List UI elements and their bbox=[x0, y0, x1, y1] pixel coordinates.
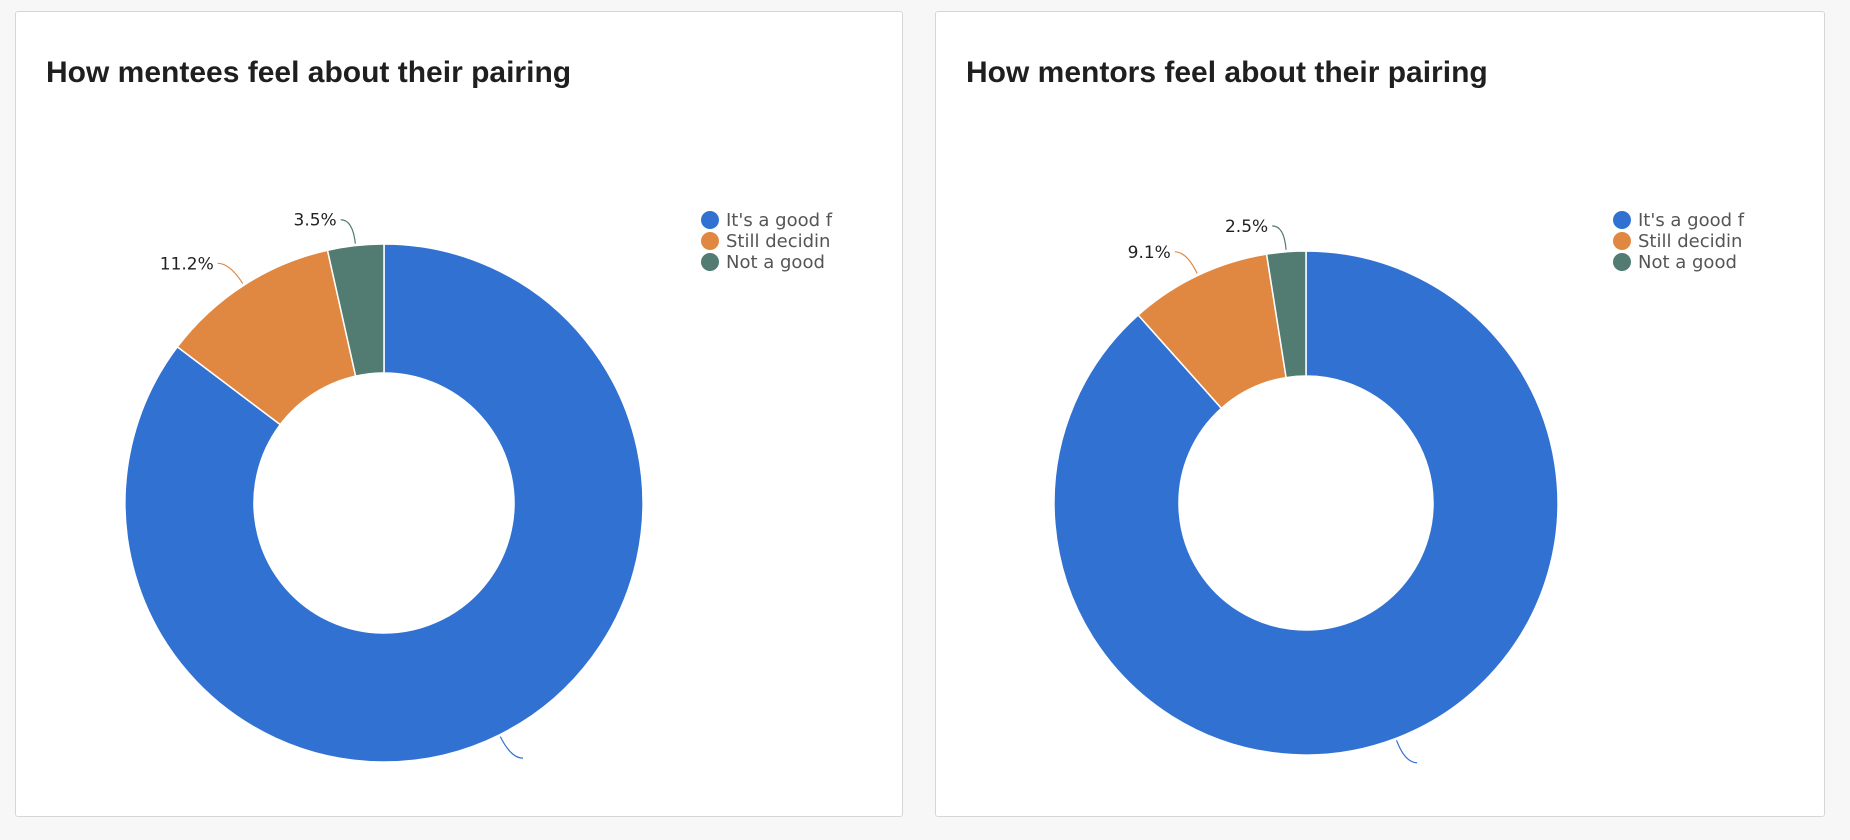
legend-label: Not a good bbox=[726, 252, 825, 273]
legend-marker bbox=[1613, 232, 1631, 250]
legend-label: Still decidin bbox=[1638, 231, 1742, 252]
legend-item-not-a-good[interactable]: Not a good bbox=[1613, 252, 1737, 273]
legend-label: It's a good f bbox=[726, 210, 833, 231]
mentor-pairing-card: How mentors feel about their pairing 9.1… bbox=[935, 11, 1825, 817]
legend-marker bbox=[701, 211, 719, 229]
donut-slice-not-a-good[interactable] bbox=[1265, 250, 1307, 379]
data-label-still-decidin: 11.2% bbox=[160, 254, 214, 274]
legend-label: Not a good bbox=[1638, 252, 1737, 273]
donut-slice-it-s-a-good-f[interactable] bbox=[1053, 250, 1559, 756]
leader-line-still-decidin bbox=[1174, 251, 1198, 274]
leader-line-not-a-good bbox=[1272, 225, 1287, 250]
data-label-not-a-good: 2.5% bbox=[1225, 217, 1268, 237]
donut-slice-it-s-a-good-f[interactable] bbox=[124, 243, 644, 763]
legend-item-not-a-good[interactable]: Not a good bbox=[701, 252, 825, 273]
legend-label: Still decidin bbox=[726, 231, 830, 252]
leader-line-it-s-a-good-f bbox=[1395, 740, 1418, 764]
legend-item-it-s-a-good-f[interactable]: It's a good f bbox=[701, 210, 833, 231]
donut-slice-not-a-good[interactable] bbox=[326, 243, 385, 378]
legend-label: It's a good f bbox=[1638, 210, 1745, 231]
legend-marker bbox=[1613, 253, 1631, 271]
legend-item-still-decidin[interactable]: Still decidin bbox=[1613, 231, 1742, 252]
leader-line-still-decidin bbox=[217, 262, 244, 284]
legend-marker bbox=[1613, 211, 1631, 229]
legend-marker bbox=[701, 232, 719, 250]
legend-marker bbox=[701, 253, 719, 271]
chart-title: How mentors feel about their pairing bbox=[966, 56, 1488, 89]
mentee-pairing-card: How mentees feel about their pairing 11.… bbox=[15, 11, 903, 817]
data-label-still-decidin: 9.1% bbox=[1128, 243, 1171, 263]
leader-line-not-a-good bbox=[340, 219, 356, 244]
data-label-not-a-good: 3.5% bbox=[294, 211, 337, 231]
chart-title: How mentees feel about their pairing bbox=[46, 56, 572, 89]
legend-item-it-s-a-good-f[interactable]: It's a good f bbox=[1613, 210, 1745, 231]
legend-item-still-decidin[interactable]: Still decidin bbox=[701, 231, 830, 252]
leader-line-it-s-a-good-f bbox=[499, 736, 524, 759]
